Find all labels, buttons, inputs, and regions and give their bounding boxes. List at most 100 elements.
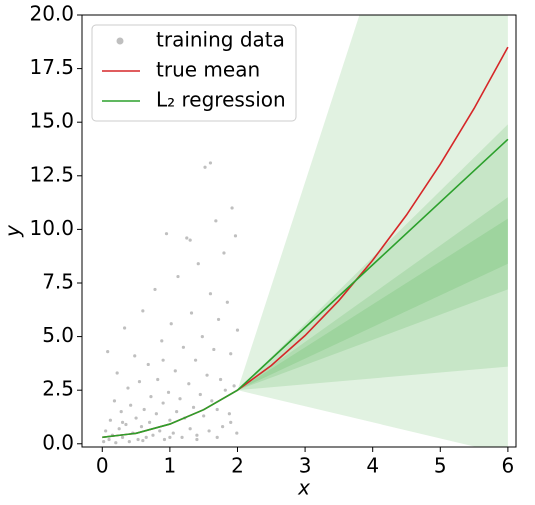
data-point bbox=[175, 410, 179, 414]
data-point bbox=[227, 412, 231, 416]
data-point bbox=[114, 441, 118, 445]
data-point bbox=[229, 420, 233, 424]
data-point bbox=[153, 287, 157, 292]
legend: training data true mean L₂ regression bbox=[91, 24, 297, 122]
data-point bbox=[210, 399, 214, 403]
data-point bbox=[139, 425, 144, 429]
y-tick-label: 15.0 bbox=[29, 109, 74, 133]
x-tick-label: 4 bbox=[366, 454, 379, 478]
data-point bbox=[141, 438, 145, 443]
y-tick-label: 17.5 bbox=[29, 55, 74, 79]
data-point bbox=[162, 437, 167, 442]
data-point bbox=[193, 358, 198, 362]
data-point bbox=[215, 435, 219, 439]
data-point bbox=[102, 440, 106, 444]
data-point bbox=[119, 410, 123, 414]
data-point bbox=[166, 390, 171, 394]
x-tick-label: 0 bbox=[96, 454, 109, 478]
data-point bbox=[112, 399, 117, 403]
quantile-band bbox=[237, 197, 508, 391]
data-point bbox=[195, 433, 199, 437]
data-point bbox=[161, 401, 165, 405]
data-point bbox=[133, 354, 137, 358]
quantile-band bbox=[237, 124, 508, 391]
data-point bbox=[233, 234, 238, 238]
data-point bbox=[107, 437, 111, 442]
quantile-band bbox=[237, 15, 508, 447]
legend-box bbox=[91, 24, 297, 122]
data-point bbox=[168, 435, 172, 439]
data-point bbox=[208, 292, 213, 296]
data-point bbox=[198, 392, 202, 397]
data-point bbox=[218, 377, 223, 382]
data-point bbox=[124, 422, 128, 427]
data-point bbox=[235, 431, 239, 435]
data-point bbox=[154, 412, 158, 416]
data-point bbox=[189, 311, 194, 315]
data-point bbox=[180, 435, 184, 439]
data-point bbox=[160, 339, 164, 343]
data-point bbox=[104, 429, 108, 433]
data-point bbox=[212, 347, 216, 352]
x-tick-label: 2 bbox=[231, 454, 244, 478]
data-point bbox=[216, 317, 221, 322]
data-point bbox=[208, 161, 213, 165]
legend-marker bbox=[116, 37, 124, 45]
data-point bbox=[168, 418, 172, 422]
data-point bbox=[222, 251, 226, 255]
data-point bbox=[187, 382, 191, 386]
data-point bbox=[144, 435, 148, 439]
data-point bbox=[134, 416, 138, 420]
data-point bbox=[185, 236, 189, 240]
y-tick-label: 0.0 bbox=[42, 430, 74, 454]
data-point bbox=[200, 334, 204, 339]
data-point bbox=[215, 407, 219, 412]
data-point bbox=[149, 395, 153, 399]
data-point bbox=[203, 165, 207, 169]
data-point bbox=[223, 388, 227, 392]
data-point bbox=[120, 420, 125, 424]
data-point bbox=[106, 349, 110, 354]
data-point bbox=[214, 219, 218, 223]
data-point bbox=[181, 345, 186, 349]
data-point bbox=[232, 384, 236, 388]
y-tick-label: 12.5 bbox=[29, 162, 74, 186]
y-tick-label: 7.5 bbox=[42, 269, 74, 293]
data-point bbox=[195, 437, 199, 442]
data-point bbox=[230, 206, 234, 210]
x-tick-label: 1 bbox=[164, 454, 177, 478]
y-axis-label: y bbox=[1, 224, 25, 238]
data-point bbox=[173, 369, 177, 373]
data-point bbox=[158, 429, 162, 433]
legend-label: training data bbox=[156, 28, 285, 52]
data-point bbox=[146, 362, 150, 367]
data-point bbox=[148, 420, 152, 424]
data-point bbox=[196, 262, 200, 266]
x-axis-label: x bbox=[297, 476, 310, 500]
data-point bbox=[205, 373, 209, 377]
data-point bbox=[235, 328, 240, 332]
data-point bbox=[202, 414, 206, 418]
data-point bbox=[137, 380, 142, 384]
quantile-band bbox=[237, 218, 508, 391]
data-point bbox=[129, 403, 133, 407]
data-point bbox=[136, 437, 140, 442]
data-point bbox=[178, 397, 182, 401]
x-tick-label: 3 bbox=[299, 454, 312, 478]
data-point bbox=[188, 238, 192, 242]
data-point bbox=[126, 386, 130, 390]
data-point bbox=[171, 431, 175, 435]
data-point bbox=[122, 326, 127, 330]
data-point bbox=[115, 371, 119, 375]
data-point bbox=[141, 309, 145, 313]
data-point bbox=[117, 427, 121, 431]
plot-area bbox=[102, 15, 509, 447]
y-tick-label: 5.0 bbox=[42, 323, 74, 347]
data-point bbox=[169, 322, 173, 326]
frame bbox=[81, 14, 517, 448]
data-point bbox=[151, 433, 155, 437]
data-point bbox=[164, 232, 169, 236]
data-point bbox=[142, 407, 146, 412]
data-point bbox=[225, 300, 229, 304]
